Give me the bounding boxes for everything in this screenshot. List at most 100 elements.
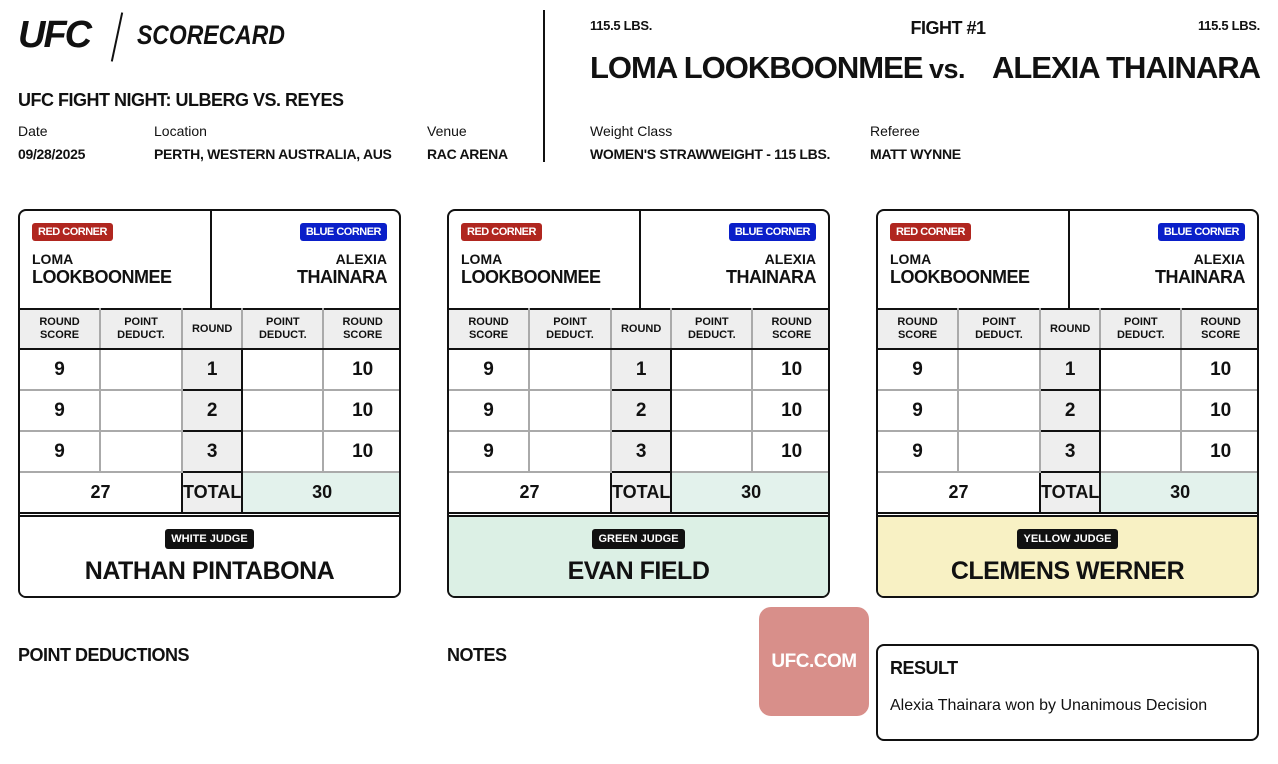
blue-first-name: ALEXIA: [335, 251, 387, 267]
judge-section: WHITE JUDGE NATHAN PINTABONA: [20, 515, 399, 596]
red-point-deduction: [957, 430, 1041, 473]
red-point-deduction: [528, 430, 612, 473]
red-point-deduction: [957, 389, 1041, 432]
event-title: UFC FIGHT NIGHT: ULBERG VS. REYES: [18, 90, 344, 110]
blue-point-deduction: [670, 389, 754, 432]
red-point-deduction: [957, 348, 1041, 391]
blue-point-deduction: [1099, 348, 1183, 391]
blue-corner: BLUE CORNER ALEXIA THAINARA: [212, 211, 399, 308]
header-point-deduct: POINT DEDUCT.: [1099, 308, 1183, 350]
header-round: ROUND: [609, 308, 673, 350]
header-point-deduct: POINT DEDUCT.: [99, 308, 183, 350]
point-deductions-heading: POINT DEDUCTIONS: [18, 645, 190, 665]
blue-last-name: THAINARA: [1155, 267, 1246, 287]
header-round: ROUND: [1038, 308, 1102, 350]
judge-scorecard: RED CORNER LOMA LOOKBOONMEE BLUE CORNER …: [447, 209, 830, 598]
total-label: TOTAL: [180, 471, 244, 514]
blue-total: 30: [670, 471, 828, 514]
vs-label: vs.: [929, 54, 966, 84]
blue-corner-tag: BLUE CORNER: [728, 223, 816, 241]
result-text: Alexia Thainara won by Unanimous Decisio…: [890, 697, 1208, 714]
round-row: 9 2 10: [449, 389, 828, 432]
page-title: SCORECARD: [137, 20, 285, 50]
red-first-name: LOMA: [890, 251, 932, 267]
red-round-score: 9: [20, 430, 101, 473]
round-number: 3: [609, 430, 673, 473]
red-corner-tag: RED CORNER: [461, 223, 542, 241]
round-number: 1: [609, 348, 673, 391]
red-first-name: LOMA: [32, 251, 74, 267]
blue-round-score: 10: [1180, 389, 1257, 432]
notes-heading: NOTES: [447, 645, 507, 665]
blue-point-deduction: [670, 430, 754, 473]
red-last-name: LOOKBOONMEE: [32, 267, 172, 287]
round-number: 3: [1038, 430, 1102, 473]
blue-fighter-name: ALEXIA THAINARA: [991, 50, 1261, 85]
judge-tag: GREEN JUDGE: [592, 529, 685, 549]
red-round-score: 9: [878, 348, 959, 391]
referee-label: Referee: [870, 123, 920, 139]
red-round-score: 9: [449, 348, 530, 391]
blue-round-score: 10: [1180, 430, 1257, 473]
red-point-deduction: [528, 348, 612, 391]
round-row: 9 2 10: [878, 389, 1257, 432]
judge-scorecard: RED CORNER LOMA LOOKBOONMEE BLUE CORNER …: [18, 209, 401, 598]
blue-round-score: 10: [1180, 348, 1257, 391]
round-row: 9 3 10: [878, 430, 1257, 473]
ufc-com-link[interactable]: UFC.COM: [759, 607, 869, 716]
header-divider: [543, 10, 545, 162]
date-label: Date: [18, 123, 48, 139]
red-corner: RED CORNER LOMA LOOKBOONMEE: [878, 211, 1070, 308]
blue-point-deduction: [1099, 389, 1183, 432]
fight-number: FIGHT #1: [910, 18, 986, 38]
round-row: 9 3 10: [449, 430, 828, 473]
red-round-score: 9: [878, 389, 959, 432]
blue-last-name: THAINARA: [726, 267, 817, 287]
header-point-deduct: POINT DEDUCT.: [241, 308, 325, 350]
round-number: 2: [1038, 389, 1102, 432]
red-point-deduction: [528, 389, 612, 432]
blue-total: 30: [1099, 471, 1257, 514]
judge-name: NATHAN PINTABONA: [84, 557, 335, 585]
blue-corner-tag: BLUE CORNER: [299, 223, 387, 241]
judge-tag: WHITE JUDGE: [165, 529, 254, 549]
judge-name: CLEMENS WERNER: [950, 557, 1185, 585]
judge-tag: YELLOW JUDGE: [1017, 529, 1118, 549]
blue-round-score: 10: [322, 348, 399, 391]
header-point-deduct: POINT DEDUCT.: [957, 308, 1041, 350]
round-number: 1: [1038, 348, 1102, 391]
red-total: 27: [878, 471, 1041, 514]
score-table: ROUND SCORE POINT DEDUCT. ROUND POINT DEDUC…: [20, 308, 399, 514]
round-number: 3: [180, 430, 244, 473]
blue-point-deduction: [241, 389, 325, 432]
total-label: TOTAL: [1038, 471, 1102, 514]
date-value: 09/28/2025: [18, 146, 86, 162]
blue-point-deduction: [241, 430, 325, 473]
blue-first-name: ALEXIA: [764, 251, 816, 267]
header-round-score: ROUND SCORE: [322, 308, 399, 350]
red-first-name: LOMA: [461, 251, 503, 267]
round-row: 9 1 10: [20, 348, 399, 391]
weight-class-label: Weight Class: [590, 123, 673, 139]
blue-corner: BLUE CORNER ALEXIA THAINARA: [641, 211, 828, 308]
red-round-score: 9: [449, 389, 530, 432]
red-round-score: 9: [878, 430, 959, 473]
red-corner-tag: RED CORNER: [32, 223, 113, 241]
header-round-score: ROUND SCORE: [878, 308, 959, 350]
blue-round-score: 10: [751, 348, 828, 391]
result-heading: RESULT: [890, 658, 958, 678]
red-last-name: LOOKBOONMEE: [890, 267, 1030, 287]
red-last-name: LOOKBOONMEE: [461, 267, 601, 287]
blue-round-score: 10: [751, 389, 828, 432]
red-point-deduction: [99, 348, 183, 391]
red-total: 27: [449, 471, 612, 514]
score-table: ROUND SCORE POINT DEDUCT. ROUND POINT DEDUC…: [449, 308, 828, 514]
red-point-deduction: [99, 389, 183, 432]
round-number: 2: [609, 389, 673, 432]
blue-round-score: 10: [751, 430, 828, 473]
total-label: TOTAL: [609, 471, 673, 514]
round-row: 9 1 10: [878, 348, 1257, 391]
red-round-score: 9: [20, 389, 101, 432]
blue-weight: 115.5 LBS.: [1197, 18, 1260, 33]
round-number: 1: [180, 348, 244, 391]
